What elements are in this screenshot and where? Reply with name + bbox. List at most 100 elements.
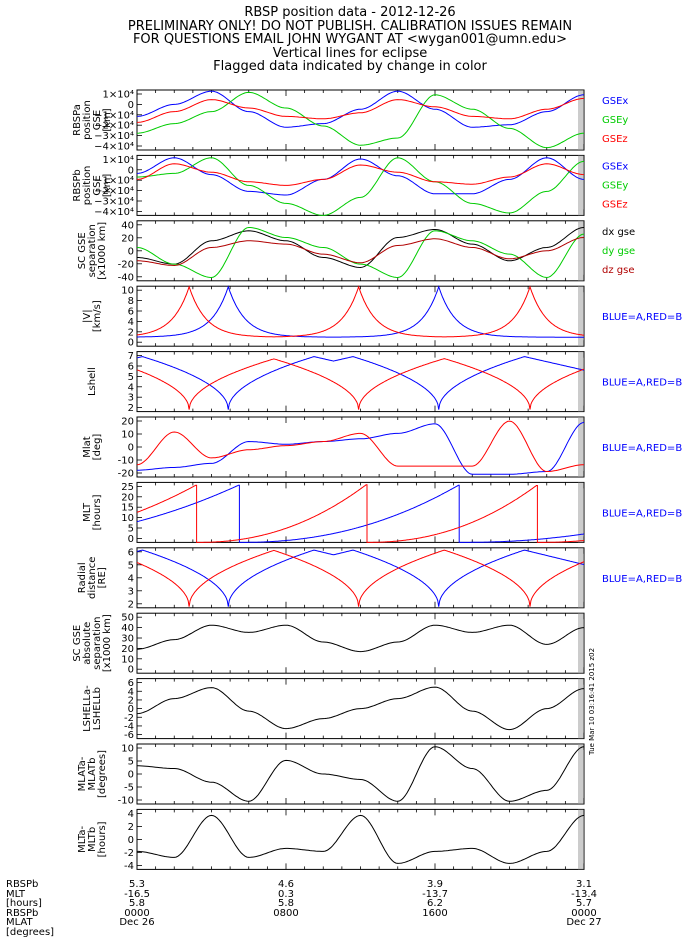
y-tick-label: 0 — [128, 246, 134, 257]
y-tick-label: 0 — [128, 534, 134, 545]
eclipse-note: Vertical lines for eclipse — [272, 45, 428, 61]
flag-note: Flagged data indicated by change in colo… — [213, 59, 487, 74]
series-line-A — [136, 549, 585, 607]
y-axis-label: separation — [92, 617, 103, 670]
y-axis-label: [km/s] — [92, 300, 103, 332]
y-axis-label: MLATb — [87, 758, 98, 791]
y-tick-label: -2 — [124, 713, 134, 724]
y-tick-label: 2 — [128, 599, 134, 610]
y-tick-label: 1×10⁴ — [103, 90, 134, 101]
eclipse-marker — [578, 220, 584, 281]
y-tick-label: -4 — [124, 861, 134, 872]
y-axis-label: Mlat — [82, 436, 93, 458]
y-axis-label: MLT — [82, 502, 93, 522]
y-tick-label: -40 — [118, 272, 134, 283]
y-tick-label: 6 — [128, 547, 134, 558]
y-tick-label: -6 — [124, 730, 134, 741]
eclipse-marker — [578, 547, 584, 608]
footer-column: 5.3 -16.5 5.8 0000 Dec 26 — [119, 879, 155, 929]
y-tick-label: -10 — [118, 796, 134, 807]
y-tick-label: 4 — [128, 382, 134, 393]
legend-entry: dx gse — [602, 227, 635, 238]
y-axis-label: LSHELLa- — [82, 685, 93, 732]
panel-6: 20 10 0 -10 -20 Mlat [deg] BLUE=A,RED=B — [82, 416, 682, 480]
y-tick-label: -2 — [124, 848, 134, 859]
series-line-B — [136, 484, 585, 543]
y-tick-label: 4 — [128, 573, 134, 584]
footer-axis-labels: RBSPb MLT [hours] RBSPb MLAT [degrees] 5… — [0, 879, 700, 950]
y-tick-label: 15 — [121, 503, 134, 514]
legend-entry: BLUE=A,RED=B — [602, 443, 682, 454]
y-axis-label: position — [82, 166, 93, 206]
eclipse-marker — [578, 678, 584, 739]
y-axis-label: [hours] — [97, 821, 108, 857]
y-axis-label: SC GSE — [77, 232, 88, 269]
y-tick-label: 20 — [121, 417, 134, 428]
series-line-GSEz — [136, 163, 585, 186]
y-tick-label: −1×10⁴ — [94, 110, 134, 121]
panel-frame — [136, 743, 585, 805]
y-tick-label: 0 — [128, 665, 134, 676]
timestamp-stamp: Tue Mar 10 03:16:41 2015 z02 — [588, 647, 596, 755]
y-tick-label: 0 — [128, 704, 134, 715]
y-tick-label: 20 — [121, 233, 134, 244]
legend-entry: BLUE=A,RED=B — [602, 312, 682, 323]
series-line-dy gse — [136, 227, 585, 279]
y-tick-label: 0 — [128, 770, 134, 781]
y-tick-label: 5 — [128, 524, 134, 535]
y-tick-label: -4 — [124, 721, 134, 732]
y-tick-label: 10 — [121, 430, 134, 441]
y-tick-label: 0 — [128, 338, 134, 349]
y-tick-label: 30 — [121, 634, 134, 645]
y-tick-label: -5 — [124, 783, 134, 794]
eclipse-marker — [578, 744, 584, 804]
legend-entry: GSEz — [602, 199, 628, 210]
y-tick-label: 0 — [128, 443, 134, 454]
y-axis-label: [x1000 km] — [97, 222, 108, 280]
y-axis-label: MLTa- — [77, 826, 88, 853]
series-line-separation — [136, 624, 585, 653]
y-tick-label: 5 — [128, 372, 134, 383]
series-line-B — [136, 285, 585, 338]
series-line-B — [136, 358, 585, 410]
y-axis-label: distance — [87, 557, 98, 599]
y-axis-label: [deg] — [92, 434, 103, 461]
y-tick-label: 2 — [128, 327, 134, 338]
y-tick-label: 20 — [121, 644, 134, 655]
y-axis-label: [degrees] — [97, 750, 108, 798]
eclipse-marker — [578, 286, 584, 347]
y-tick-label: 6 — [128, 307, 134, 318]
y-tick-label: 10 — [121, 286, 134, 297]
contact-line: FOR QUESTIONS EMAIL JOHN WYGANT AT <wyga… — [132, 32, 568, 47]
series-line-GSEy — [137, 157, 585, 216]
series-line-A — [137, 422, 585, 475]
legend-entry: GSEz — [602, 134, 628, 145]
y-tick-label: 0 — [128, 100, 134, 111]
y-tick-label: 0 — [128, 835, 134, 846]
series-line-B — [136, 420, 585, 472]
eclipse-marker — [578, 155, 584, 216]
y-tick-label: −2×10⁴ — [94, 186, 134, 197]
series-line-GSEx — [136, 90, 585, 128]
chart-title: RBSP position data - 2012-12-26 — [244, 5, 456, 20]
y-tick-label: -10 — [118, 456, 134, 467]
y-tick-label: 1×10⁴ — [103, 155, 134, 166]
series-line-A — [137, 285, 584, 338]
panel-frame — [136, 481, 585, 543]
panel-11: 10 5 0 -5 -10 MLATa- MLATb [degrees] — [77, 743, 585, 807]
series-line-difference — [137, 746, 585, 802]
y-axis-label: Lshell — [87, 367, 98, 396]
y-tick-label: 20 — [121, 492, 134, 503]
y-tick-label: 2 — [128, 822, 134, 833]
y-tick-label: 5 — [128, 757, 134, 768]
y-tick-label: -20 — [118, 469, 134, 480]
eclipse-marker — [578, 482, 584, 543]
y-tick-label: −1×10⁴ — [94, 176, 134, 187]
footer-column: 3.1 -13.4 5.7 0000 Dec 27 — [566, 879, 602, 929]
y-tick-label: 25 — [121, 482, 134, 493]
y-tick-label: 40 — [121, 220, 134, 231]
